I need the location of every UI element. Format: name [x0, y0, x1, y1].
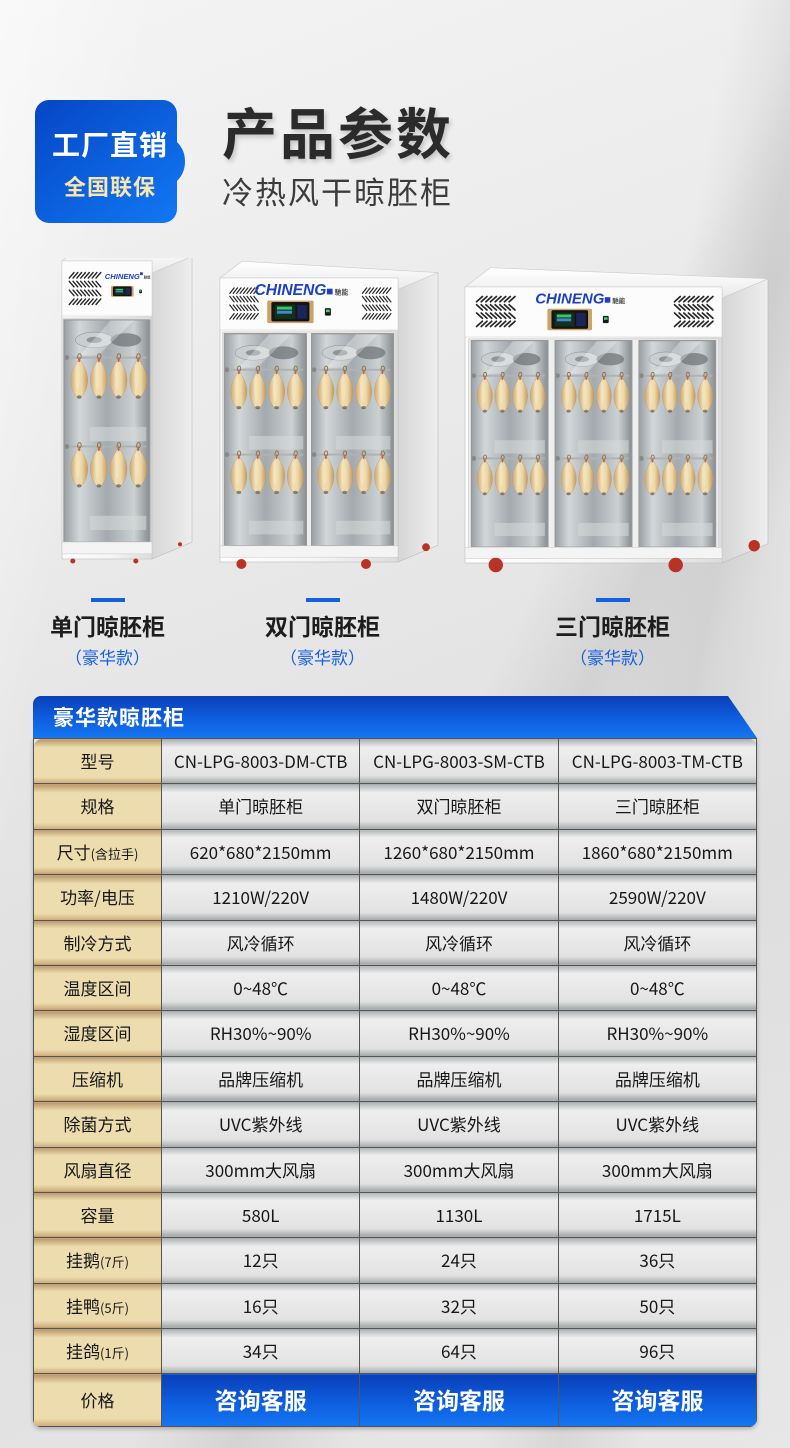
svg-text:CHINENG: CHINENG — [535, 291, 605, 308]
svg-text:CHINENG: CHINENG — [105, 272, 140, 281]
svg-text:馳能: 馳能 — [335, 287, 349, 297]
svg-text:CHINENG: CHINENG — [255, 282, 327, 299]
svg-text:馳能: 馳能 — [144, 275, 151, 280]
svg-text:馳能: 馳能 — [612, 295, 626, 305]
